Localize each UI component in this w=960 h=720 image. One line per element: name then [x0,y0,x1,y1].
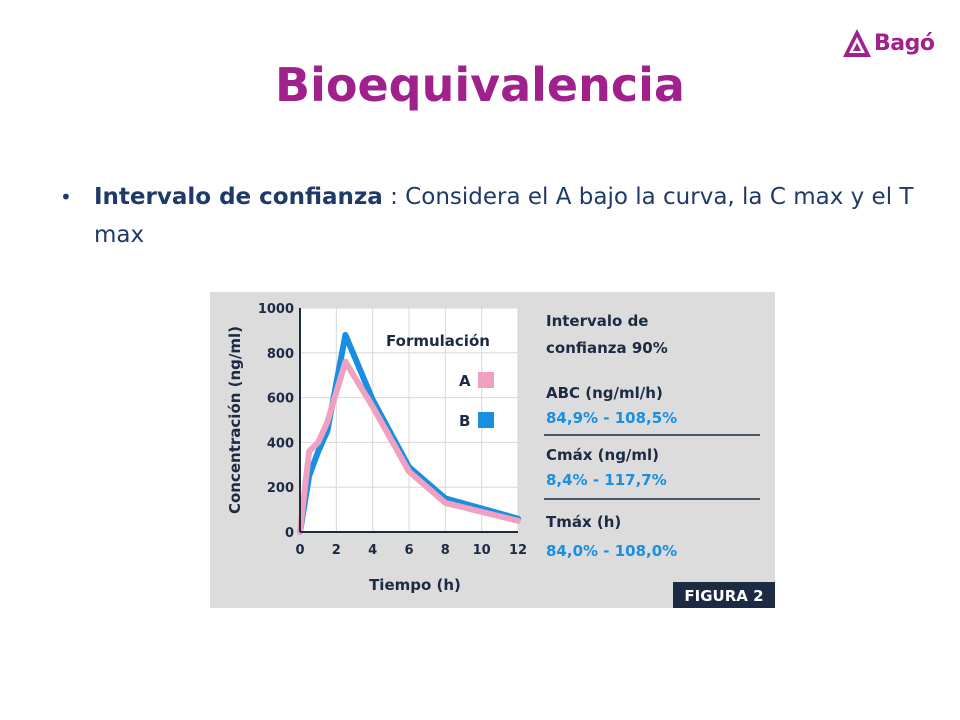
metric-label-cmax: Cmáx (ng/ml) [546,446,659,464]
figure-chart: 0 200 400 600 800 1000 0 2 4 6 8 10 12 Tiempo (h) Co… [210,292,775,608]
bullet-text: Intervalo de confianza : Considera el A … [94,178,920,254]
series-layer [297,331,521,535]
tick-layer: 0 200 400 600 800 1000 0 2 4 6 8 10 12 [258,302,527,558]
panel-heading-line2: confianza 90% [546,339,668,357]
y-tick-label: 0 [285,526,294,541]
slide-title: Bioequivalencia [275,58,685,112]
metric-label-abc: ABC (ng/ml/h) [546,384,663,402]
x-tick-label: 2 [332,543,341,558]
brand-name: Bagó [874,30,935,56]
legend-swatch-b [478,412,494,428]
x-tick-label: 10 [473,543,491,558]
legend-label-b: B [459,412,470,430]
y-tick-label: 600 [267,392,294,407]
metric-label-tmax: Tmáx (h) [546,513,621,531]
x-axis-title: Tiempo (h) [369,576,461,594]
y-tick-label: 200 [267,481,294,496]
y-tick-label: 800 [267,347,294,362]
bullet-dot-icon: • [60,185,72,209]
x-tick-label: 4 [368,543,377,558]
y-tick-label: 1000 [258,302,294,317]
grid-layer [300,307,519,532]
legend-label-a: A [459,372,471,390]
panel-heading-line1: Intervalo de [546,312,648,330]
legend-swatch-a [478,372,494,388]
series-line-b [297,331,521,535]
x-tick-label: 8 [441,543,450,558]
metric-value-cmax: 8,4% - 117,7% [546,471,667,489]
chart-svg: 0 200 400 600 800 1000 0 2 4 6 8 10 12 Tiempo (h) Co… [226,302,775,608]
bullet-item: • Intervalo de confianza : Considera el … [60,178,920,254]
series-line-a [297,358,521,535]
legend-title: Formulación [386,332,490,350]
bullet-lead: Intervalo de confianza [94,184,383,210]
x-tick-label: 12 [509,543,527,558]
x-tick-label: 6 [404,543,413,558]
y-tick-label: 400 [267,436,294,451]
bullet-body: : Considera el A bajo la curva, la C max… [94,184,914,248]
y-axis-title: Concentración (ng/ml) [226,326,244,514]
brand-triangle-icon [843,29,871,57]
brand-logo: Bagó [842,28,935,58]
metric-value-tmax: 84,0% - 108,0% [546,542,677,560]
figure-label-box [673,582,775,608]
figure-label: FIGURA 2 [684,587,763,605]
metric-value-abc: 84,9% - 108,5% [546,409,677,427]
x-tick-label: 0 [295,543,304,558]
